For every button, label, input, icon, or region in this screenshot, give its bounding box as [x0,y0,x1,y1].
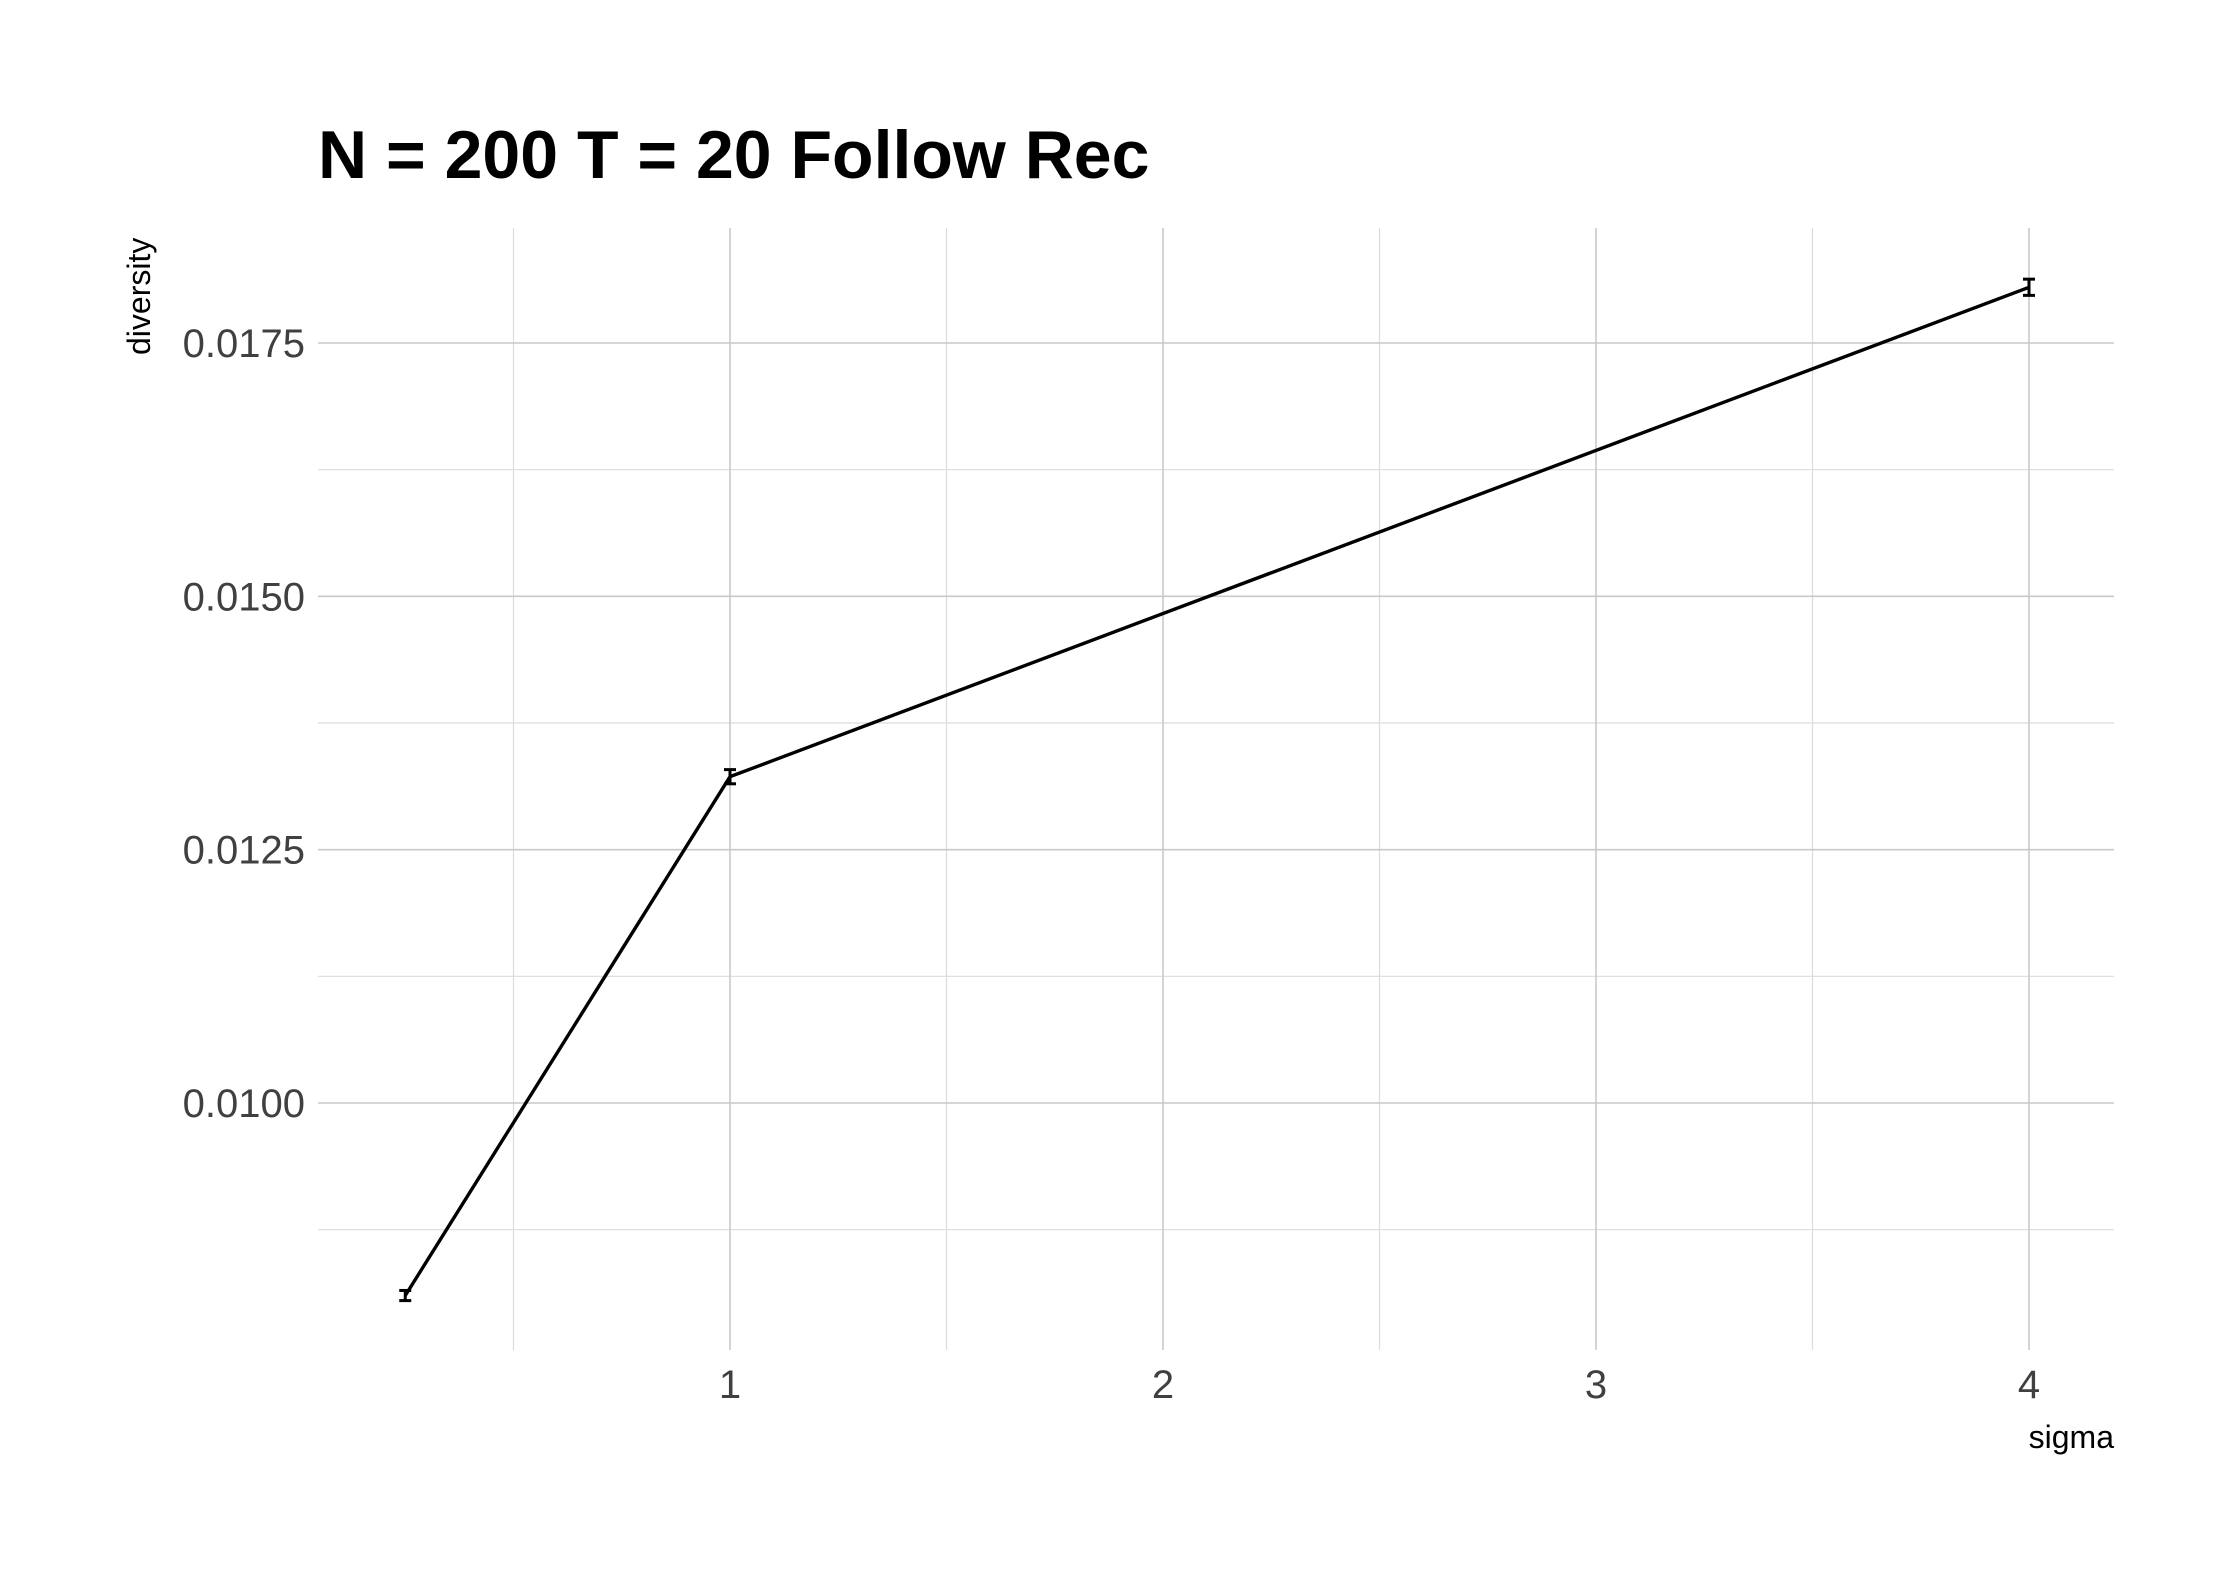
y-tick-label-2: 0.0150 [183,575,305,619]
y-axis-title: diversity [121,238,157,355]
chart-title: N = 200 T = 20 Follow Rec [318,117,1149,193]
grid [318,228,2114,1350]
y-tick-label-0: 0.0100 [183,1082,305,1126]
series-line-0 [403,285,2030,1297]
x-tick-label-3: 4 [2018,1363,2040,1407]
y-axis-ticks: 0.0100 0.0125 0.0150 0.0175 [183,322,305,1126]
x-axis-ticks: 1 2 3 4 [719,1363,2040,1407]
error-bar-2 [2023,277,2035,297]
series-group [399,277,2035,1303]
y-tick-label-3: 0.0175 [183,322,305,366]
error-bar-1 [724,768,736,786]
error-bar-0 [399,1288,412,1303]
x-tick-label-0: 1 [719,1363,741,1407]
x-tick-label-1: 2 [1152,1363,1174,1407]
y-tick-label-1: 0.0125 [183,829,305,873]
x-axis-title: sigma [2029,1419,2115,1455]
x-tick-label-2: 3 [1585,1363,1607,1407]
